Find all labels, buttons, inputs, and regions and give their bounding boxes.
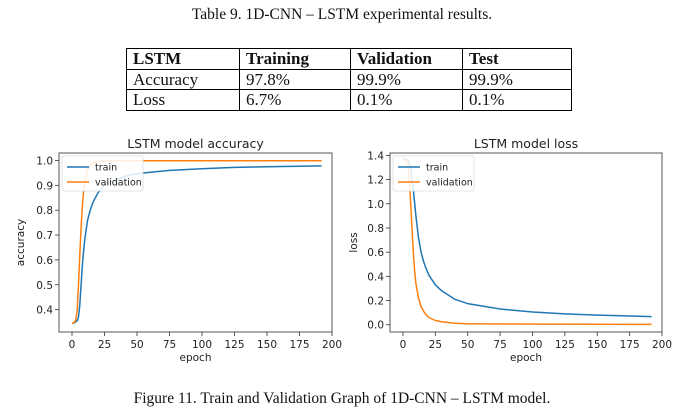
x-tick-label: 25 <box>429 339 442 351</box>
figure-caption: Figure 11. Train and Validation Graph of… <box>133 390 551 407</box>
axes-frame <box>58 152 333 333</box>
x-tick-label: 125 <box>224 339 244 351</box>
table-cell: 99.9% <box>462 68 572 90</box>
x-tick-label: 75 <box>493 339 506 351</box>
y-tick-label: 0.9 <box>36 180 53 192</box>
x-tick-label: 200 <box>652 339 672 351</box>
table-cell: Loss <box>126 89 240 111</box>
table-header-cell: Validation <box>350 48 463 70</box>
y-axis-label: accuracy <box>15 219 27 266</box>
chart-title: LSTM model accuracy <box>127 136 264 151</box>
axes-frame <box>389 152 663 333</box>
x-tick-label: 150 <box>257 339 277 351</box>
y-tick-label: 1.4 <box>367 150 384 162</box>
x-tick-label: 50 <box>130 339 143 351</box>
table-cell: 0.1% <box>462 89 572 111</box>
results-table: LSTM Training Validation Test Accuracy 9… <box>126 48 572 111</box>
x-tick-label: 100 <box>192 339 212 351</box>
x-axis-label: epoch <box>180 352 212 364</box>
table-cell: 6.7% <box>239 89 351 111</box>
x-tick-label: 200 <box>322 339 342 351</box>
table-header-cell: Training <box>239 48 351 70</box>
y-tick-label: 0.6 <box>36 255 53 267</box>
x-tick-label: 25 <box>98 339 111 351</box>
y-axis-label: loss <box>348 232 360 252</box>
series-line-train <box>71 165 322 325</box>
table-row: Loss 6.7% 0.1% 0.1% <box>126 89 572 111</box>
legend-label-train: train <box>95 163 117 174</box>
legend: train validation <box>392 155 475 192</box>
y-tick-label: 0.8 <box>36 205 53 217</box>
x-tick-label: 150 <box>587 339 607 351</box>
chart-loss: LSTM model loss 0 25 50 75 100 125 150 175 200 0.0… <box>348 136 672 364</box>
table-header-row: LSTM Training Validation Test <box>126 48 572 70</box>
chart-title: LSTM model loss <box>474 136 578 151</box>
x-tick-label: 125 <box>555 339 575 351</box>
y-tick-label: 0.8 <box>367 223 384 235</box>
y-tick-label: 1.2 <box>367 175 384 187</box>
x-tick-label: 175 <box>289 339 309 351</box>
x-axis-label: epoch <box>510 352 542 364</box>
x-tick-label: 0 <box>400 339 407 351</box>
y-tick-label: 0.2 <box>367 296 384 308</box>
legend: train validation <box>61 155 144 192</box>
y-tick-label: 0.4 <box>36 305 53 317</box>
legend-label-validation: validation <box>95 178 142 189</box>
legend-label-train: train <box>426 163 448 174</box>
x-tick-label: 175 <box>620 339 640 351</box>
legend-label-validation: validation <box>426 178 473 189</box>
y-tick-label: 0.6 <box>367 247 384 259</box>
table-cell: 97.8% <box>239 68 351 90</box>
y-tick-label: 0.7 <box>36 230 53 242</box>
y-tick-label: 1.0 <box>36 155 53 167</box>
y-tick-label: 0.0 <box>367 320 384 332</box>
y-tick-label: 1.0 <box>367 199 384 211</box>
chart-accuracy: LSTM model accuracy 0 25 50 75 100 125 150 175 20… <box>15 136 342 364</box>
x-tick-label: 0 <box>69 339 76 351</box>
x-tick-label: 100 <box>522 339 542 351</box>
y-tick-label: 0.4 <box>367 271 384 283</box>
x-tick-label: 75 <box>163 339 176 351</box>
table-cell: 0.1% <box>350 89 463 111</box>
y-tick-label: 0.5 <box>36 280 53 292</box>
x-tick-label: 50 <box>461 339 474 351</box>
table-caption: Table 9. 1D-CNN – LSTM experimental resu… <box>191 6 493 23</box>
